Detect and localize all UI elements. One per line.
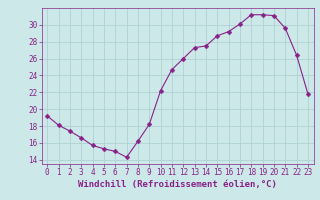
X-axis label: Windchill (Refroidissement éolien,°C): Windchill (Refroidissement éolien,°C)	[78, 180, 277, 189]
